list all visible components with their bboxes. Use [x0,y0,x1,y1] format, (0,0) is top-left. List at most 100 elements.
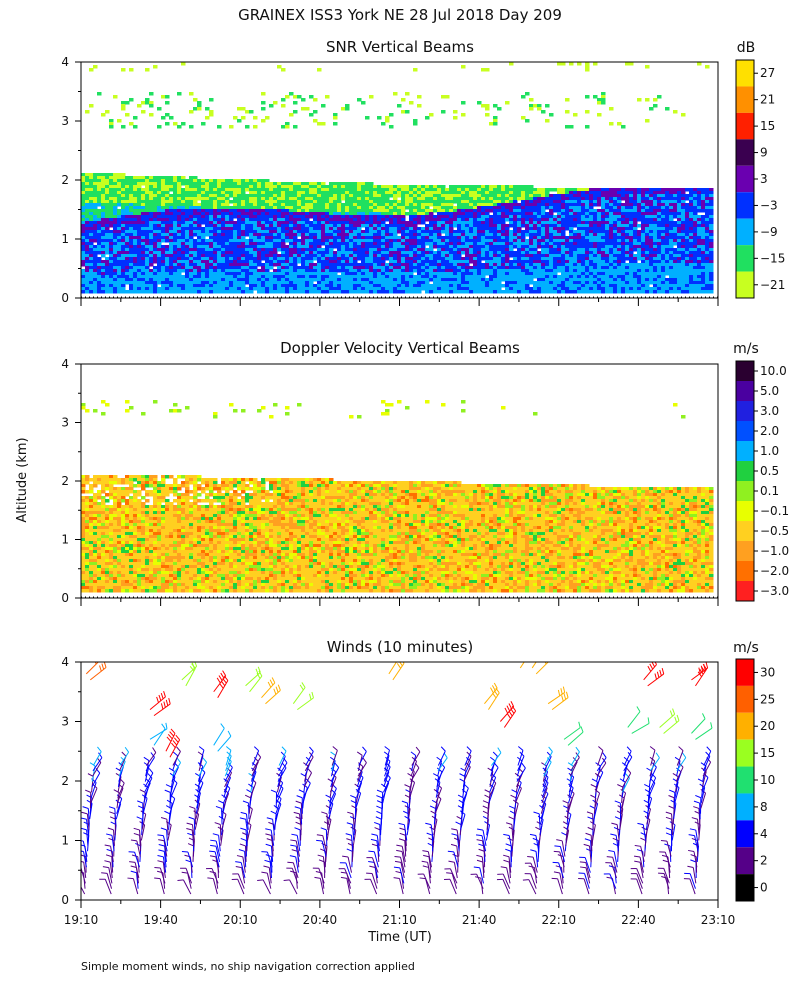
snr-cell [173,218,178,222]
snr-cell [345,107,350,111]
snr-cell [493,236,498,240]
snr-cell [493,239,498,243]
snr-cell [241,185,246,189]
snr-cell [93,287,98,291]
snr-cell [541,230,546,234]
snr-cell [321,203,326,207]
snr-cell [217,125,222,129]
snr-cell [133,278,138,282]
snr-cell [101,113,106,117]
snr-cell [301,266,306,270]
snr-cell [165,266,170,270]
snr-cell [93,257,98,261]
snr-cell [429,239,434,243]
snr-cell [585,260,590,264]
snr-cell [165,95,170,99]
snr-cell [525,278,530,282]
snr-cell [605,227,610,231]
snr-cell [101,188,106,192]
snr-cell [229,218,234,222]
snr-cell [561,254,566,258]
snr-cell [201,179,206,183]
snr-cell [593,266,598,270]
snr-cell [89,197,94,201]
snr-cell [209,185,214,189]
snr-cell [105,224,110,228]
snr-cell [425,290,430,294]
snr-cell [125,215,130,219]
snr-cell [277,188,282,192]
snr-cell [217,215,222,219]
snr-cell [133,266,138,270]
snr-cell [197,284,202,288]
snr-cell [405,239,410,243]
snr-cell [237,248,242,252]
snr-cell [433,266,438,270]
snr-cell [365,215,370,219]
snr-cell [549,206,554,210]
snr-cell [445,290,450,294]
snr-cell [89,260,94,264]
snr-cell [301,230,306,234]
snr-cell [405,278,410,282]
snr-cell [417,281,422,285]
snr-cell [585,239,590,243]
snr-cell [285,221,290,225]
snr-cell [469,224,474,228]
snr-cell [329,212,334,216]
snr-cell [581,221,586,225]
snr-cell [317,227,322,231]
snr-cell [265,221,270,225]
snr-cell [381,266,386,270]
snr-cell [109,266,114,270]
snr-cell [153,194,158,198]
snr-cell [389,200,394,204]
snr-cell [261,266,266,270]
snr-cell [377,278,382,282]
snr-cell [385,281,390,285]
snr-cell [197,185,202,189]
snr-cell [589,254,594,258]
snr-cell [257,281,262,285]
snr-cell [85,236,90,240]
snr-cell [93,194,98,198]
snr-cell [177,272,182,276]
snr-cell [105,242,110,246]
snr-cell [401,233,406,237]
snr-cell [273,215,278,219]
snr-cell [317,245,322,249]
snr-cell [109,281,114,285]
snr-cell [469,203,474,207]
snr-cell [93,179,98,183]
snr-cell [217,212,222,216]
snr-cell [381,194,386,198]
snr-cell [193,239,198,243]
snr-cell [441,242,446,246]
snr-cell [341,245,346,249]
snr-cell [249,257,254,261]
snr-cell [249,272,254,276]
snr-cell [165,245,170,249]
snr-cell [581,227,586,231]
snr-cell [565,224,570,228]
snr-cell [265,278,270,282]
snr-cell [561,290,566,294]
snr-cell [461,215,466,219]
snr-cell [241,239,246,243]
snr-cell [525,194,530,198]
snr-cell [413,245,418,249]
snr-cell [117,119,122,123]
snr-cell [353,197,358,201]
snr-cell [245,269,250,273]
snr-cell [105,212,110,216]
snr-cell [109,122,114,126]
snr-cell [257,188,262,192]
snr-cell [257,215,262,219]
snr-cell [569,290,574,294]
snr-cell [369,218,374,222]
snr-cell [169,245,174,249]
snr-cell [233,206,238,210]
snr-cell [469,227,474,231]
snr-cell [345,212,350,216]
snr-cell [413,206,418,210]
